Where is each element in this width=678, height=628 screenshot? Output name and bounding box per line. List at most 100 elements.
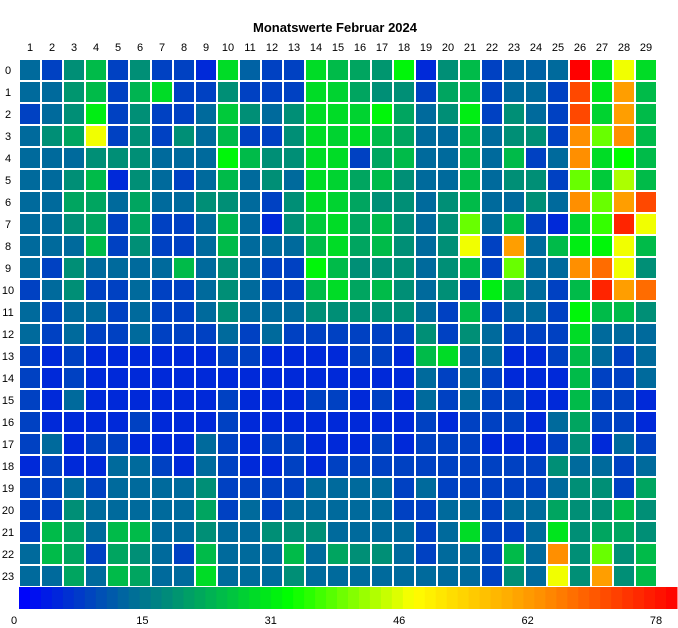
heatmap-cell bbox=[328, 236, 348, 256]
heatmap-cell bbox=[130, 192, 150, 212]
heatmap-cell bbox=[86, 236, 106, 256]
heatmap-cell bbox=[394, 302, 414, 322]
heatmap-cell bbox=[372, 148, 392, 168]
heatmap-cell bbox=[196, 280, 216, 300]
heatmap-cell bbox=[636, 390, 656, 410]
heatmap-cell bbox=[86, 346, 106, 366]
heatmap-cell bbox=[504, 522, 524, 542]
heatmap-cell bbox=[64, 104, 84, 124]
heatmap-cell bbox=[416, 126, 436, 146]
heatmap-cell bbox=[284, 434, 304, 454]
heatmap-cell bbox=[592, 368, 612, 388]
heatmap-cell bbox=[284, 346, 304, 366]
heatmap-cell bbox=[86, 324, 106, 344]
heatmap-cell bbox=[196, 500, 216, 520]
colorbar-tick-label: 78 bbox=[650, 615, 662, 627]
heatmap-cell bbox=[548, 390, 568, 410]
heatmap-cell bbox=[328, 412, 348, 432]
heatmap-cell bbox=[42, 192, 62, 212]
y-tick-label: 1 bbox=[5, 87, 11, 99]
heatmap-cell bbox=[592, 148, 612, 168]
heatmap-cell bbox=[174, 302, 194, 322]
colorbar-segment bbox=[95, 587, 108, 609]
heatmap-cell bbox=[438, 236, 458, 256]
heatmap-cell bbox=[526, 434, 546, 454]
heatmap-cell bbox=[152, 390, 172, 410]
heatmap-cell bbox=[570, 566, 590, 586]
heatmap-cell bbox=[284, 236, 304, 256]
heatmap-cell bbox=[42, 126, 62, 146]
heatmap-cell bbox=[350, 82, 370, 102]
heatmap-cell bbox=[240, 500, 260, 520]
colorbar-segment bbox=[150, 587, 163, 609]
heatmap-cell bbox=[372, 324, 392, 344]
heatmap-cell bbox=[460, 126, 480, 146]
heatmap-cell bbox=[174, 258, 194, 278]
heatmap-cell bbox=[416, 148, 436, 168]
heatmap-cell bbox=[152, 324, 172, 344]
heatmap-cell bbox=[240, 148, 260, 168]
heatmap-cell bbox=[570, 368, 590, 388]
heatmap-cell bbox=[548, 500, 568, 520]
heatmap-cell bbox=[64, 544, 84, 564]
heatmap-cell bbox=[614, 346, 634, 366]
heatmap-cell bbox=[372, 390, 392, 410]
heatmap-cell bbox=[350, 148, 370, 168]
heatmap-cell bbox=[218, 60, 238, 80]
heatmap-cell bbox=[460, 170, 480, 190]
heatmap-cell bbox=[108, 522, 128, 542]
heatmap-cell bbox=[526, 368, 546, 388]
heatmap-cell bbox=[284, 302, 304, 322]
heatmap-cell bbox=[526, 214, 546, 234]
heatmap-cell bbox=[86, 434, 106, 454]
heatmap-cell bbox=[482, 104, 502, 124]
heatmap-cell bbox=[614, 390, 634, 410]
heatmap-cell bbox=[108, 478, 128, 498]
heatmap-cell bbox=[174, 236, 194, 256]
heatmap-cell bbox=[64, 82, 84, 102]
heatmap-cell bbox=[460, 280, 480, 300]
heatmap-cell bbox=[328, 192, 348, 212]
heatmap-cell bbox=[570, 390, 590, 410]
heatmap-cell bbox=[416, 324, 436, 344]
heatmap-cell bbox=[482, 346, 502, 366]
heatmap-cell bbox=[482, 302, 502, 322]
colorbar-segment bbox=[249, 587, 261, 609]
heatmap-cell bbox=[86, 104, 106, 124]
heatmap-cell bbox=[42, 258, 62, 278]
heatmap-cell bbox=[284, 170, 304, 190]
heatmap-cell bbox=[196, 60, 216, 80]
colorbar-segment bbox=[161, 587, 174, 609]
heatmap-cell bbox=[64, 192, 84, 212]
heatmap-cell bbox=[438, 412, 458, 432]
heatmap-cell bbox=[416, 368, 436, 388]
heatmap-cell bbox=[636, 82, 656, 102]
heatmap-cell bbox=[504, 236, 524, 256]
heatmap-cell bbox=[240, 412, 260, 432]
heatmap-cell bbox=[20, 434, 40, 454]
heatmap-cell bbox=[262, 412, 282, 432]
heatmap-cell bbox=[64, 456, 84, 476]
heatmap-cell bbox=[548, 302, 568, 322]
heatmap-cell bbox=[306, 456, 326, 476]
heatmap-cell bbox=[438, 148, 458, 168]
heatmap-cell bbox=[592, 60, 612, 80]
heatmap-cell bbox=[20, 390, 40, 410]
heatmap-cell bbox=[504, 302, 524, 322]
heatmap-cell bbox=[372, 214, 392, 234]
heatmap-cell bbox=[372, 126, 392, 146]
heatmap-cell bbox=[592, 434, 612, 454]
heatmap-cell bbox=[438, 324, 458, 344]
heatmap-cell bbox=[438, 566, 458, 586]
heatmap-cell bbox=[196, 258, 216, 278]
colorbar-segment bbox=[358, 587, 371, 609]
heatmap-cell bbox=[20, 104, 40, 124]
heatmap-cell bbox=[504, 390, 524, 410]
heatmap-cell bbox=[394, 214, 414, 234]
y-tick-label: 0 bbox=[5, 65, 11, 77]
heatmap-cell bbox=[438, 500, 458, 520]
heatmap-cell bbox=[482, 236, 502, 256]
colorbar-segment bbox=[369, 587, 382, 609]
heatmap-cell bbox=[262, 544, 282, 564]
colorbar-segment bbox=[611, 587, 623, 609]
